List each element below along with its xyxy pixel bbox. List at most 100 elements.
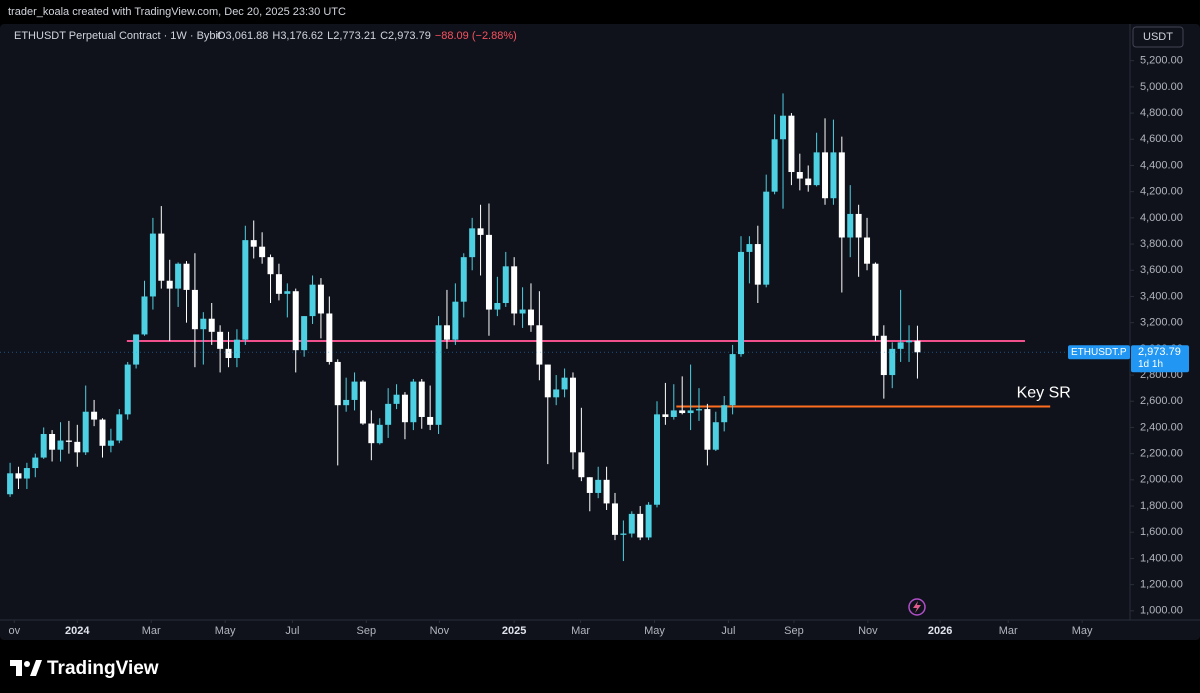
currency-box[interactable] [1132,26,1184,48]
candle-body [309,284,316,317]
candle-body [536,325,543,365]
x-tick-label: ov [8,625,20,637]
y-tick-label: 2,200.00 [1140,448,1183,460]
annotation: Key SR [1017,385,1071,402]
candle-body [116,414,123,441]
candle-body [561,377,568,390]
candle-body [74,441,81,453]
candle-body [351,381,358,400]
candle-body [443,325,450,340]
candle-body [729,354,736,406]
candle-body [771,139,778,192]
candle-body [275,274,282,294]
candle-body [611,503,618,535]
logo-mark [10,660,22,676]
candle-body [855,213,862,238]
candle-body [586,477,593,493]
candle-body [23,468,30,479]
candle-body [166,280,173,289]
candle-body [91,411,98,420]
candle-body [696,409,703,411]
candle-body [317,284,324,314]
candle-body [872,263,879,336]
candle-body [897,342,904,349]
candle-body [721,405,728,423]
candle-body [502,266,509,304]
y-tick-label: 3,800.00 [1140,238,1183,250]
candle-body [133,334,140,365]
candle-body [494,303,501,310]
candle-body [82,411,89,453]
candle-body [259,246,266,258]
event-icon[interactable] [908,598,926,616]
event-icon-bolt [913,601,921,613]
x-tick-label: 2026 [928,625,952,637]
price-tag-countdown: 1d 1h [1138,359,1163,370]
x-tick-label: Nov [858,625,878,637]
candle-body [418,381,425,417]
candle-body [385,403,392,425]
candle-body [603,479,610,504]
candle-body [368,423,375,444]
y-tick-label: 2,400.00 [1140,421,1183,433]
y-tick-label: 1,800.00 [1140,500,1183,512]
x-tick-label: Mar [142,625,161,637]
y-tick-label: 4,400.00 [1140,159,1183,171]
y-tick-label: 2,000.00 [1140,474,1183,486]
candle-body [469,228,476,258]
x-tick-label: 2025 [502,625,526,637]
candle-body [359,381,366,424]
candle-body [864,237,871,264]
chart-panel [0,24,1200,640]
candle-body [712,422,719,450]
y-tick-label: 5,200.00 [1140,55,1183,67]
candle-body [738,251,745,355]
logo-dot [24,661,30,667]
axes: 1,000.00 1,200.00 1,400.00 1,600.00 1,800.00… [8,55,1182,637]
candle-body [292,291,299,351]
candle-body [578,452,585,478]
ohlc-summary: O3,061.88 H3,176.62 L2,773.21 C2,973.79 −88.… [217,30,517,42]
candle-body [326,313,333,362]
candle-body [40,433,47,458]
candle-body [301,316,308,351]
candle-body [637,513,644,538]
candle-body [645,504,652,538]
candle-body [880,335,887,376]
x-tick-label: Sep [784,625,804,637]
x-tick-label: May [215,625,236,637]
candle-body [670,410,677,417]
candle-body [49,433,56,450]
candle-body [435,325,442,425]
candle-body [805,178,812,186]
candle-body [569,377,576,453]
y-tick-label: 4,200.00 [1140,186,1183,198]
candle-body [788,115,795,173]
candle-body [822,152,829,199]
candle-body [32,457,39,469]
x-tick-label: Sep [357,625,377,637]
candle-body [242,240,249,340]
x-tick-label: May [1072,625,1093,637]
header: trader_koala created with TradingView.co… [8,6,346,18]
price-tag-text: 2,973.79 [1138,346,1181,358]
candle-body [401,394,408,423]
candle-body [191,289,198,330]
candle-body [217,331,224,349]
candle-body [225,348,232,359]
candle-body [511,266,518,314]
y-tick-label: 1,000.00 [1140,605,1183,617]
candle-body [149,233,156,297]
y-tick-label: 2,600.00 [1140,395,1183,407]
candle-body [57,440,64,450]
candle-body [250,240,257,247]
symbol: ETHUSDT Perpetual Contract · 1W · Bybit [14,30,221,42]
candle-body [65,440,72,442]
candle-body [679,410,686,414]
y-tick-label: 1,400.00 [1140,552,1183,564]
candle-body [410,381,417,423]
candle-body [15,473,22,479]
candle-body [553,389,560,398]
candle-body [653,414,660,505]
symbol-tag [1068,345,1130,360]
